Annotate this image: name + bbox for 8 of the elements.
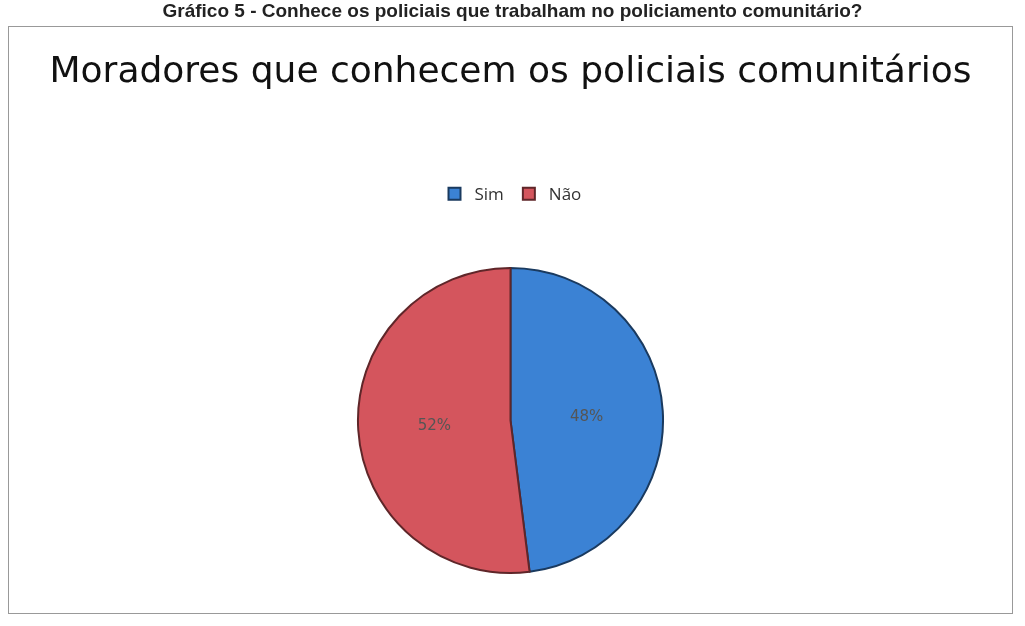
legend-label: Sim <box>474 182 504 206</box>
pie-slice <box>357 266 531 574</box>
data-label: 48% <box>570 406 604 425</box>
chart-title: Moradores que conhecem os policiais comunitários <box>49 48 972 90</box>
pie-slice <box>509 266 664 573</box>
legend-label: Não <box>548 182 582 206</box>
text: Gráfico 5 - Conhece os policiais que trabalham no policiamento comunitário? <box>161 0 864 22</box>
data-label: 52% <box>417 416 452 435</box>
